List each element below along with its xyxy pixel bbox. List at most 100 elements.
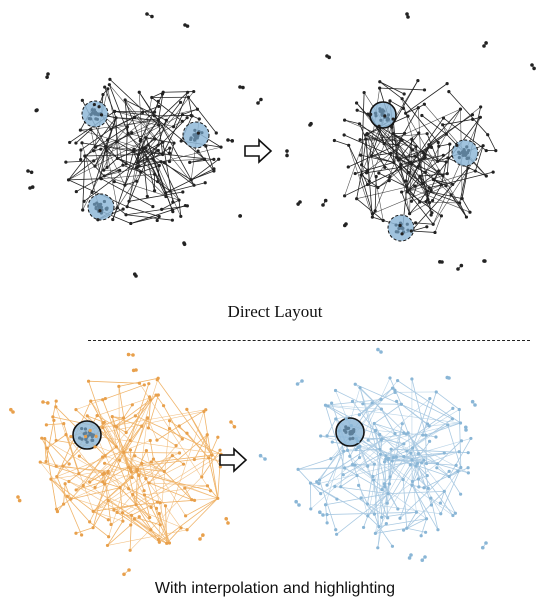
edge xyxy=(430,497,456,514)
node xyxy=(424,461,429,466)
node xyxy=(417,485,421,489)
node xyxy=(423,170,427,174)
cluster-node xyxy=(386,117,391,121)
node xyxy=(354,101,359,105)
edge xyxy=(297,458,331,470)
node xyxy=(400,190,404,194)
node xyxy=(185,24,190,28)
node xyxy=(470,399,475,404)
node xyxy=(77,454,81,458)
edge xyxy=(160,161,180,201)
node xyxy=(126,131,130,136)
node xyxy=(296,467,300,471)
node xyxy=(171,125,176,129)
node xyxy=(357,455,362,460)
node xyxy=(457,450,461,454)
edge xyxy=(143,147,160,166)
edge xyxy=(407,183,423,193)
node xyxy=(480,545,485,550)
edge xyxy=(448,91,489,135)
node xyxy=(393,432,397,436)
node xyxy=(392,160,396,165)
node xyxy=(101,480,105,484)
edge xyxy=(367,133,385,144)
edge xyxy=(366,166,401,174)
node xyxy=(124,430,128,435)
edge xyxy=(357,447,454,516)
edge xyxy=(461,167,469,199)
node xyxy=(424,433,428,437)
edge xyxy=(144,494,151,518)
edge xyxy=(90,400,104,424)
node xyxy=(152,114,157,118)
edge xyxy=(377,180,390,188)
graph-panel-direct-after xyxy=(256,12,536,271)
node xyxy=(106,499,110,503)
edge xyxy=(373,423,383,440)
edge xyxy=(393,133,417,148)
node xyxy=(179,139,183,143)
edge xyxy=(412,447,432,506)
edge xyxy=(425,435,427,464)
edge xyxy=(359,139,420,203)
node xyxy=(113,109,117,113)
node xyxy=(416,164,421,168)
cluster-node xyxy=(373,111,378,115)
node xyxy=(379,407,384,411)
node xyxy=(343,194,347,198)
node xyxy=(358,444,362,448)
node xyxy=(401,477,405,482)
node xyxy=(80,98,84,102)
edge xyxy=(389,100,404,109)
node xyxy=(300,379,304,383)
node xyxy=(308,481,313,485)
node xyxy=(309,507,313,511)
edge xyxy=(326,398,431,486)
node xyxy=(168,189,172,193)
node xyxy=(91,149,96,153)
node xyxy=(115,425,119,429)
node xyxy=(185,204,189,208)
node-layer xyxy=(64,77,223,226)
node xyxy=(205,484,210,488)
node xyxy=(107,83,111,87)
node xyxy=(453,511,457,515)
node xyxy=(459,465,463,470)
edge xyxy=(105,455,218,499)
node xyxy=(83,434,88,439)
edge xyxy=(107,529,188,546)
edge xyxy=(124,149,135,186)
node xyxy=(395,399,399,403)
cluster-node xyxy=(350,432,354,436)
cluster-node xyxy=(90,111,95,115)
caption-direct-layout: Direct Layout xyxy=(227,302,323,321)
edge xyxy=(327,405,461,424)
edge xyxy=(425,422,461,436)
node xyxy=(167,541,172,545)
node xyxy=(180,119,184,123)
node xyxy=(135,179,139,183)
cluster-node xyxy=(90,435,94,439)
node xyxy=(437,169,441,173)
node xyxy=(373,531,377,535)
node xyxy=(484,174,488,178)
node xyxy=(343,466,347,470)
edge xyxy=(398,132,420,160)
edge xyxy=(82,141,117,211)
edge xyxy=(310,482,338,500)
node xyxy=(532,66,536,71)
edge xyxy=(438,143,450,147)
edge xyxy=(93,511,123,522)
node xyxy=(445,375,450,380)
edge xyxy=(163,471,193,500)
edge xyxy=(363,515,369,528)
edge xyxy=(326,511,417,515)
edge xyxy=(145,137,175,144)
node xyxy=(402,92,406,96)
edge xyxy=(104,146,222,177)
edge xyxy=(447,424,462,468)
edge xyxy=(357,109,369,115)
node xyxy=(367,179,371,183)
cluster-node xyxy=(348,437,352,441)
node xyxy=(172,141,176,145)
